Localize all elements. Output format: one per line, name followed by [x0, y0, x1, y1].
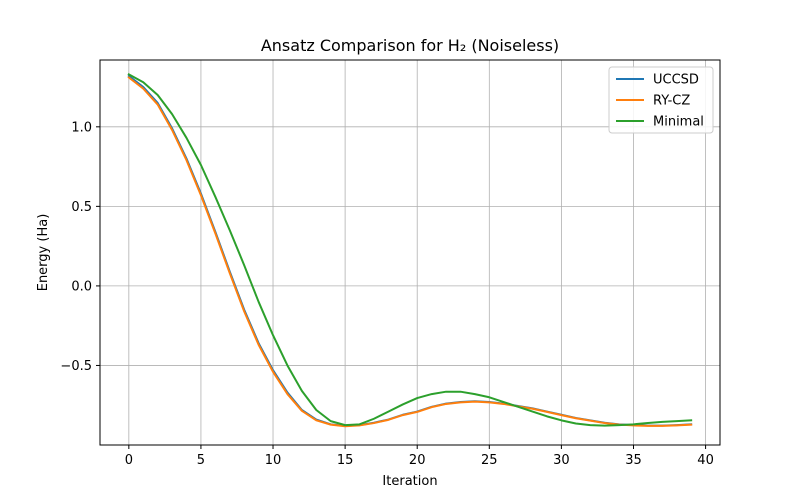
x-tick-label: 25 [481, 453, 498, 468]
x-axis-ticks: 0 5 10 15 20 25 30 35 40 [125, 445, 714, 468]
chart-title: Ansatz Comparison for H₂ (Noiseless) [261, 36, 559, 55]
legend-box [608, 66, 714, 134]
legend-label: RY-CZ [653, 94, 690, 109]
plot-frame [99, 59, 721, 446]
series-line-minimal [127, 72, 693, 427]
x-tick-label: 10 [265, 453, 282, 468]
x-tick-label: 15 [337, 453, 354, 468]
y-tick-label: 0.5 [71, 200, 92, 215]
x-tick-label: 5 [197, 453, 205, 468]
x-tick-label: 40 [697, 453, 714, 468]
x-tick-label: 35 [625, 453, 642, 468]
y-tick-label: 1.0 [71, 120, 92, 135]
y-tick-label: 0.0 [71, 279, 92, 294]
x-tick-label: 20 [409, 453, 426, 468]
legend-label: UCCSD [653, 73, 699, 88]
series-line-ry-cz [127, 76, 693, 428]
y-tick-label: −0.5 [60, 359, 92, 374]
x-tick-label: 30 [553, 453, 570, 468]
y-axis-label: Energy (Ha) [36, 214, 51, 292]
series-layer [127, 72, 693, 428]
y-axis-ticks: −0.5 0.0 0.5 1.0 [60, 120, 100, 374]
legend: UCCSD RY-CZ Minimal [608, 66, 714, 134]
x-axis-label: Iteration [382, 474, 437, 489]
legend-label: Minimal [653, 115, 704, 130]
x-tick-label: 0 [125, 453, 133, 468]
series-line-uccsd [127, 74, 693, 427]
